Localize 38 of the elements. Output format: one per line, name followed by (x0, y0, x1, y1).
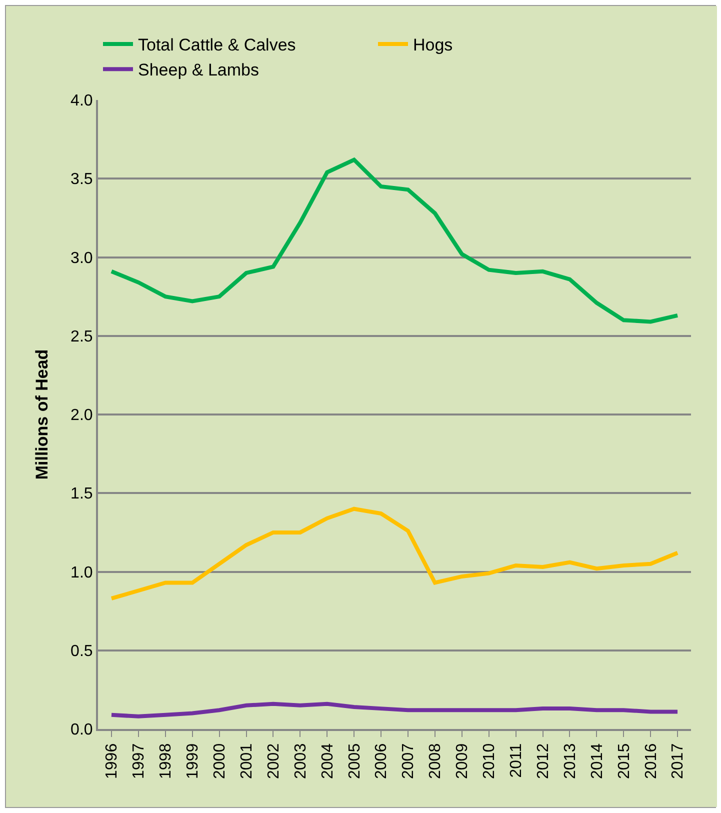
line-series (109, 702, 680, 718)
line-series (109, 158, 680, 324)
x-tick-label: 2007 (400, 743, 418, 779)
y-tick-label: 3.0 (70, 250, 93, 267)
x-tick-label: 2009 (454, 743, 472, 779)
x-tick-label: 1997 (130, 743, 148, 779)
x-tick-label: 2013 (562, 743, 579, 779)
x-tick-label: 2011 (508, 743, 525, 778)
line-series (109, 506, 680, 600)
x-tick-label: 2005 (346, 743, 364, 779)
x-tick-label: 1998 (158, 743, 175, 779)
x-tick-label: 2008 (427, 743, 444, 779)
legend-label: Sheep & Lambs (138, 60, 259, 80)
y-tick-label: 4.0 (70, 92, 93, 110)
x-tick-label: 2001 (238, 743, 256, 779)
x-tick-label: 2003 (292, 743, 310, 779)
x-tick-label: 2006 (373, 743, 390, 779)
y-tick-label: 0.0 (70, 722, 93, 739)
x-tick-label: 1996 (104, 743, 121, 779)
x-tick-label: 2017 (670, 743, 687, 779)
x-tick-label: 2012 (534, 743, 552, 779)
x-tick-label: 2010 (481, 743, 498, 779)
legend-label: Total Cattle & Calves (138, 36, 296, 55)
y-tick-label: 2.5 (70, 328, 93, 346)
x-tick-label: 1999 (184, 743, 202, 779)
x-tick-label: 2002 (265, 743, 282, 779)
y-axis-title: Millions of Head (32, 349, 52, 480)
x-tick-label: 2004 (319, 743, 336, 779)
x-tick-label: 2014 (588, 743, 606, 779)
x-tick-label: 2015 (616, 743, 633, 779)
x-tick-label: 2000 (212, 743, 228, 779)
x-tick-label: 2016 (642, 743, 660, 779)
y-tick-label: 3.5 (70, 171, 93, 188)
y-tick-label: 1.0 (70, 564, 93, 582)
legend-label: Hogs (413, 36, 453, 55)
y-tick-label: 0.5 (70, 642, 93, 660)
y-tick-label: 2.0 (70, 407, 93, 424)
y-tick-label: 1.5 (70, 486, 93, 503)
